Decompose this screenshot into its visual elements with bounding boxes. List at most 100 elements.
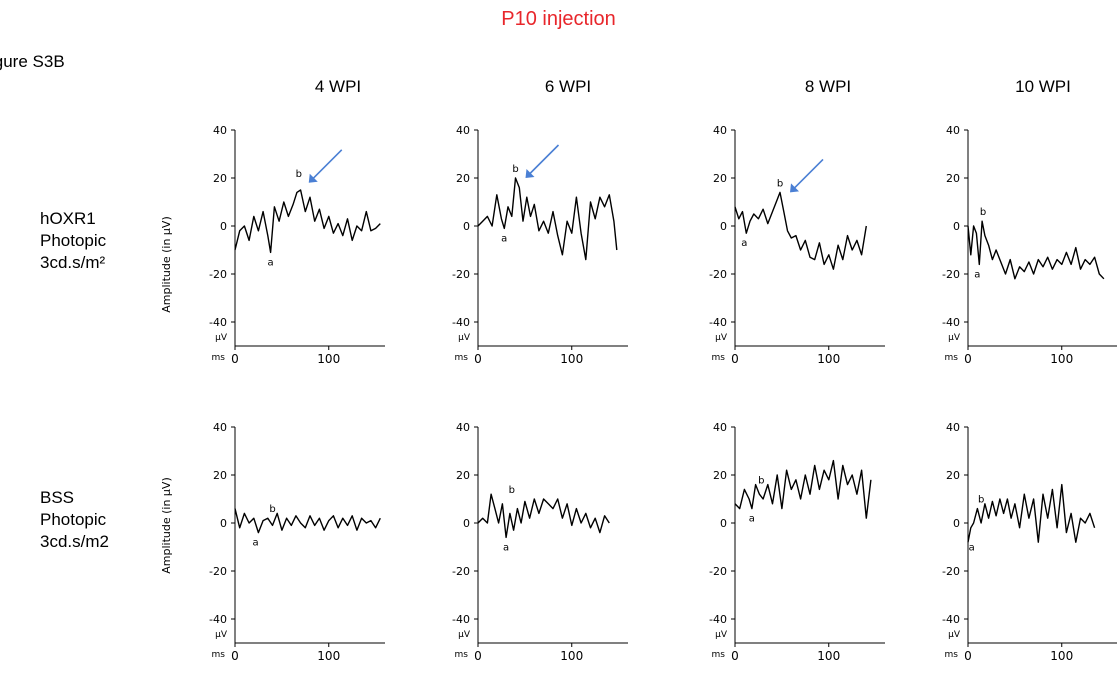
figure-label: igure S3B — [0, 52, 65, 71]
x-unit-label: ms — [212, 650, 226, 660]
y-unit-label: µV — [215, 630, 228, 640]
erg-trace-line — [967, 220, 1105, 280]
arrow-head-icon — [308, 173, 318, 183]
row-label-line: BSS — [40, 488, 75, 507]
x-tick-label: 100 — [1050, 352, 1073, 366]
y-tick-label: 0 — [220, 220, 227, 233]
arrow-icon — [311, 149, 343, 181]
y-tick-label: -20 — [452, 565, 470, 578]
b-wave-label: b — [509, 485, 515, 496]
a-wave-label: a — [253, 538, 259, 549]
y-tick-label: 40 — [456, 421, 470, 434]
column-title-8wpi: 8 WPI — [804, 77, 852, 96]
a-wave-label: a — [969, 542, 975, 553]
row-label-line: hOXR1 — [40, 209, 96, 228]
y-unit-label: µV — [715, 333, 728, 343]
y-tick-label: -40 — [209, 613, 227, 626]
y-tick-label: 0 — [720, 220, 727, 233]
y-tick-label: 40 — [456, 124, 470, 137]
y-tick-label: 0 — [720, 517, 727, 530]
a-wave-label: a — [741, 238, 747, 249]
x-tick-label: 0 — [231, 649, 239, 663]
x-tick-label: 0 — [964, 649, 972, 663]
y-unit-label: µV — [948, 630, 961, 640]
y-tick-label: -40 — [942, 316, 960, 329]
b-wave-label: b — [512, 164, 518, 175]
x-unit-label: ms — [712, 353, 726, 363]
y-tick-label: 0 — [463, 220, 470, 233]
y-tick-label: -20 — [709, 268, 727, 281]
erg-trace-line — [734, 191, 867, 270]
y-tick-label: -20 — [942, 268, 960, 281]
x-tick-label: 0 — [964, 352, 972, 366]
y-tick-label: -20 — [209, 565, 227, 578]
y-tick-label: 20 — [213, 172, 227, 185]
erg-trace-line — [477, 493, 610, 539]
row-label-bss: BSS Photopic 3cd.s/m2 — [40, 487, 109, 553]
x-tick-label: 0 — [474, 649, 482, 663]
x-tick-label: 100 — [560, 352, 583, 366]
y-tick-label: 20 — [456, 469, 470, 482]
x-tick-label: 100 — [817, 649, 840, 663]
erg-trace-line — [477, 177, 618, 261]
b-wave-label: b — [296, 169, 302, 180]
y-tick-label: 40 — [213, 421, 227, 434]
x-unit-label: ms — [712, 650, 726, 660]
arrow-icon — [792, 158, 824, 190]
y-tick-label: 20 — [713, 172, 727, 185]
x-tick-label: 100 — [317, 649, 340, 663]
row-label-line: 3cd.s/m2 — [40, 532, 109, 551]
y-tick-label: 0 — [220, 517, 227, 530]
arrow-icon — [527, 144, 560, 176]
y-tick-label: 20 — [713, 469, 727, 482]
column-title-4wpi: 4 WPI — [314, 77, 362, 96]
a-wave-label: a — [503, 542, 509, 553]
y-tick-label: 0 — [463, 517, 470, 530]
erg-trace-line — [234, 189, 381, 254]
a-wave-label: a — [268, 257, 274, 268]
column-title-10wpi: 10 WPI — [1015, 77, 1071, 96]
x-unit-label: ms — [455, 650, 469, 660]
b-wave-label: b — [978, 495, 984, 506]
figure-title: P10 injection — [501, 8, 616, 30]
y-tick-label: -20 — [209, 268, 227, 281]
row-label-line: 3cd.s/m² — [40, 253, 106, 272]
row-label-line: Photopic — [40, 510, 107, 529]
y-tick-label: 40 — [713, 421, 727, 434]
y-tick-label: -20 — [709, 565, 727, 578]
erg-trace-line — [734, 459, 872, 519]
x-tick-label: 100 — [560, 649, 583, 663]
arrow-head-icon — [525, 169, 535, 178]
x-tick-label: 100 — [317, 352, 340, 366]
x-tick-label: 100 — [1050, 649, 1073, 663]
x-unit-label: ms — [945, 650, 959, 660]
y-tick-label: -20 — [452, 268, 470, 281]
y-tick-label: 40 — [946, 124, 960, 137]
x-unit-label: ms — [945, 353, 959, 363]
x-tick-label: 0 — [474, 352, 482, 366]
b-wave-label: b — [758, 475, 764, 486]
a-wave-label: a — [749, 514, 755, 525]
y-tick-label: 20 — [946, 172, 960, 185]
row-label-hoxr1: hOXR1 Photopic 3cd.s/m² — [40, 208, 106, 274]
row-label-line: Photopic — [40, 231, 107, 250]
b-wave-label: b — [980, 207, 986, 218]
y-tick-label: 40 — [213, 124, 227, 137]
x-tick-label: 0 — [231, 352, 239, 366]
y-tick-label: -40 — [942, 613, 960, 626]
y-tick-label: 0 — [953, 517, 960, 530]
erg-trace-line — [234, 508, 381, 534]
y-unit-label: µV — [215, 333, 228, 343]
arrow-head-icon — [790, 183, 799, 193]
y-unit-label: µV — [458, 630, 471, 640]
y-tick-label: 40 — [713, 124, 727, 137]
y-unit-label: µV — [458, 333, 471, 343]
erg-trace-line — [967, 483, 1096, 543]
y-unit-label: µV — [948, 333, 961, 343]
x-tick-label: 0 — [731, 649, 739, 663]
y-unit-label: µV — [715, 630, 728, 640]
a-wave-label: a — [501, 233, 507, 244]
y-tick-label: -40 — [452, 613, 470, 626]
x-tick-label: 100 — [817, 352, 840, 366]
